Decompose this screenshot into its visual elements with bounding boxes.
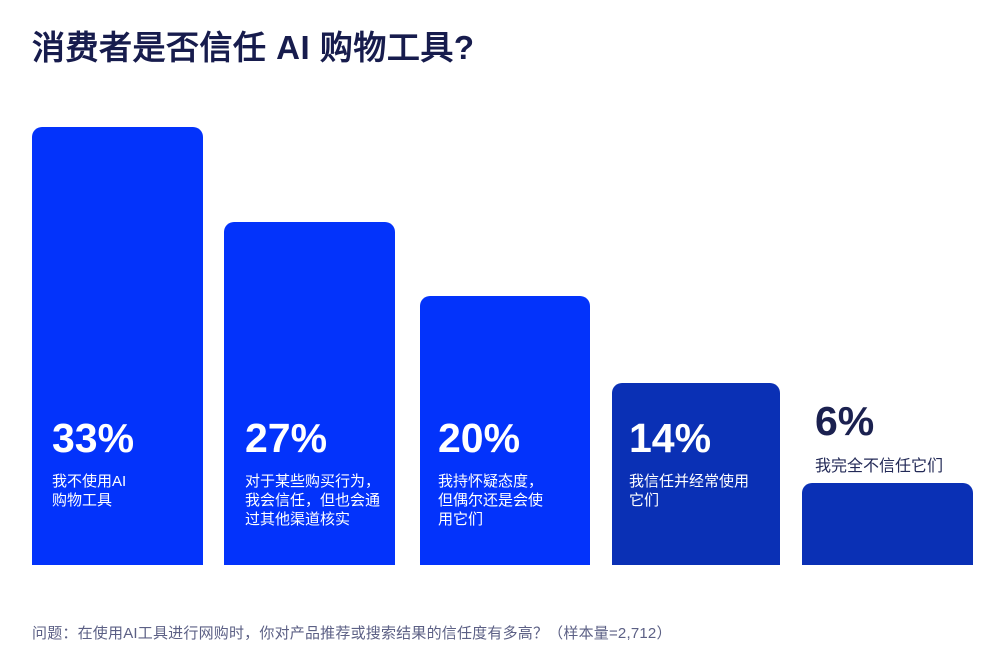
bar-trust-often-use <box>612 383 780 565</box>
bar-value-label: 6% <box>815 398 875 444</box>
bar-category-label: 我不使用AI 购物工具 <box>52 473 127 509</box>
bar-value-label: 27% <box>245 415 328 461</box>
bar-annotation-1: 33% 我不使用AI 购物工具 <box>52 416 212 510</box>
bar-annotation-2: 27% 对于某些购买行为， 我会信任，但也会通 过其他渠道核实 <box>245 416 405 529</box>
bar-value-label: 20% <box>438 415 521 461</box>
bar-category-label: 我持怀疑态度， 但偶尔还是会使 用它们 <box>438 473 544 528</box>
bar-value-label: 14% <box>629 415 712 461</box>
bar-trust-some-verify <box>224 222 395 565</box>
bar-annotation-5: 6% 我完全不信任它们 <box>815 399 990 476</box>
bar-value-label: 33% <box>52 415 135 461</box>
bar-category-label: 我完全不信任它们 <box>815 458 944 475</box>
bar-category-label: 对于某些购买行为， 我会信任，但也会通 过其他渠道核实 <box>245 473 381 528</box>
bar-do-not-use-ai <box>32 127 203 565</box>
bar-category-label: 我信任并经常使用 它们 <box>629 473 750 509</box>
bar-annotation-4: 14% 我信任并经常使用 它们 <box>629 416 789 510</box>
bar-do-not-trust-at-all <box>802 483 973 565</box>
bar-skeptical-still-use <box>420 296 590 565</box>
survey-question-footnote: 问题：在使用AI工具进行网购时，你对产品推荐或搜索结果的信任度有多高？（样本量=… <box>32 625 672 642</box>
bar-annotation-3: 20% 我持怀疑态度， 但偶尔还是会使 用它们 <box>438 416 598 529</box>
chart-title: 消费者是否信任 AI 购物工具? <box>32 29 475 66</box>
